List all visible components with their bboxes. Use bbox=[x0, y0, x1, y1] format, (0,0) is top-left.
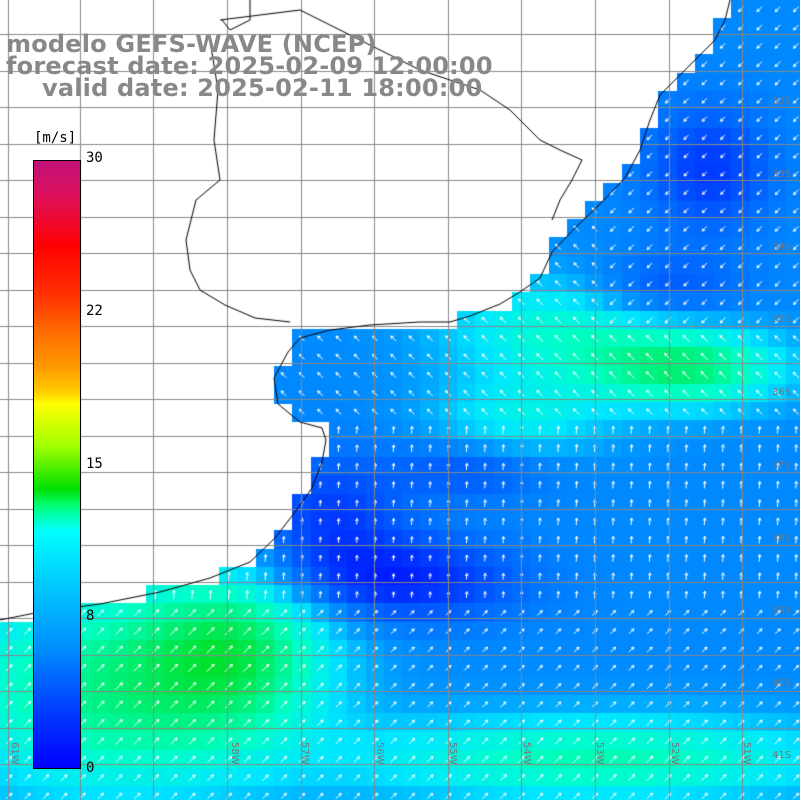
colorbar-tick-30: 30 bbox=[86, 150, 103, 166]
valid-date: valid date: 2025-02-11 18:00:00 bbox=[42, 74, 483, 102]
lon-label-52w: 52W bbox=[669, 742, 680, 765]
lat-label-39s: 39S bbox=[772, 605, 792, 616]
lon-label-57w: 57W bbox=[299, 742, 310, 765]
lat-label-38s: 38S bbox=[772, 533, 792, 544]
lat-label-34s: 34S bbox=[772, 242, 792, 253]
lon-label-55w: 55W bbox=[447, 742, 458, 765]
lat-label-37s: 37S bbox=[772, 460, 792, 471]
lat-label-36s: 36S bbox=[772, 387, 792, 398]
lon-label-53w: 53W bbox=[594, 742, 605, 765]
lat-label-41s: 41S bbox=[772, 750, 792, 761]
forecast-date: forecast date: 2025-02-09 12:00:00 bbox=[6, 52, 493, 80]
lon-label-58w: 58W bbox=[229, 742, 240, 765]
colorbar-tick-0: 0 bbox=[86, 760, 95, 776]
lat-label-35s: 35S bbox=[772, 314, 792, 325]
lon-label-56w: 56W bbox=[374, 742, 385, 765]
colorbar-tick-15: 15 bbox=[86, 456, 103, 472]
lon-label-61w: 61W bbox=[9, 742, 20, 765]
lat-label-33s: 33S bbox=[772, 169, 792, 180]
lon-label-54w: 54W bbox=[521, 742, 532, 765]
model-title: modelo GEFS-WAVE (NCEP) bbox=[6, 30, 377, 58]
lon-label-51w: 51W bbox=[741, 742, 752, 765]
lat-label-32s: 32S bbox=[772, 96, 792, 107]
colorbar-unit: [m/s] bbox=[34, 130, 77, 146]
colorbar bbox=[33, 160, 81, 769]
lat-label-40s: 40S bbox=[772, 678, 792, 689]
colorbar-tick-22: 22 bbox=[86, 303, 103, 319]
colorbar-tick-8: 8 bbox=[86, 608, 95, 624]
